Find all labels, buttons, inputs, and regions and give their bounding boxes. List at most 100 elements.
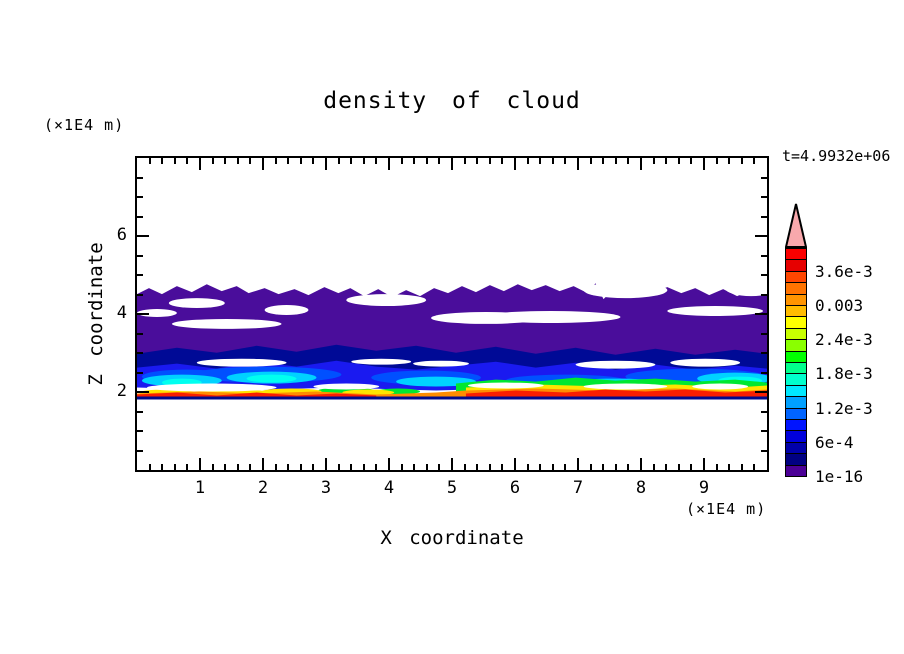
- x-tick-top: [514, 158, 516, 170]
- x-tick-bottom: [514, 458, 516, 470]
- x-tick-bottom: [740, 464, 743, 470]
- y-tick-left: [137, 352, 143, 354]
- x-tick-bottom: [728, 464, 731, 470]
- x-tick-bottom: [413, 464, 416, 470]
- x-tick-top: [652, 158, 655, 164]
- y-tick-right: [761, 430, 767, 432]
- y-tick-right: [761, 254, 767, 257]
- y-tick-left: [137, 313, 149, 315]
- x-tick-bottom: [173, 464, 176, 470]
- band-red: [465, 389, 767, 398]
- x-tick-top: [551, 158, 554, 164]
- cloud-free-holes: [467, 382, 544, 389]
- chart-title: density of cloud: [323, 88, 581, 114]
- cloud-free-holes: [692, 383, 749, 390]
- cloud-free-holes: [171, 318, 282, 329]
- x-tick-top: [388, 158, 390, 170]
- x-tick-bottom: [274, 464, 277, 470]
- cloud-free-holes: [351, 358, 412, 365]
- cloud-free-holes: [480, 311, 621, 323]
- x-tick-top: [690, 158, 693, 164]
- x-tick-bottom: [224, 464, 227, 470]
- y-tick-left: [137, 332, 143, 335]
- time-annotation: t=4.9932e+06: [782, 147, 891, 165]
- x-tick-bottom: [715, 464, 718, 470]
- x-tick-bottom: [400, 464, 403, 470]
- x-tick-top: [312, 158, 315, 164]
- colorbar-tick-label: 1.2e-3: [815, 398, 873, 418]
- x-tick-bottom: [236, 464, 239, 470]
- x-tick-label: 1: [194, 478, 206, 498]
- y-tick-left: [137, 196, 143, 198]
- x-tick-bottom: [677, 464, 680, 470]
- y-tick-left: [137, 274, 143, 276]
- x-tick-top: [665, 158, 668, 164]
- colorbar: 3.6e-3 0.003 2.4e-3 1.8e-3 1.2e-3 6e-4 1e-16: [785, 202, 904, 492]
- x-tick-bottom: [652, 464, 655, 470]
- x-tick-top: [501, 158, 504, 164]
- x-tick-label: 8: [635, 478, 647, 498]
- x-tick-bottom: [287, 464, 290, 470]
- x-tick-bottom: [451, 458, 453, 470]
- x-tick-label: 3: [320, 478, 332, 498]
- y-tick-right: [755, 235, 767, 237]
- cloud-free-holes: [196, 358, 287, 367]
- x-tick-top: [362, 158, 365, 164]
- x-tick-bottom: [249, 464, 252, 470]
- x-tick-top: [564, 158, 567, 164]
- x-tick-bottom: [665, 464, 668, 470]
- x-tick-bottom: [551, 464, 554, 470]
- x-tick-bottom: [703, 458, 705, 470]
- x-tick-top: [539, 158, 542, 164]
- x-tick-top: [451, 158, 453, 170]
- x-tick-top: [740, 158, 743, 164]
- x-tick-bottom: [262, 458, 264, 470]
- x-tick-top: [526, 158, 529, 164]
- x-tick-top: [577, 158, 579, 170]
- x-tick-top: [287, 158, 290, 164]
- x-tick-bottom: [602, 464, 605, 470]
- colorbar-overflow-arrow-icon: [785, 203, 807, 248]
- x-tick-bottom: [199, 458, 201, 470]
- cloud-free-holes: [313, 383, 380, 390]
- x-tick-label: 4: [383, 478, 395, 498]
- x-tick-bottom: [388, 458, 390, 470]
- x-tick-bottom: [425, 464, 428, 470]
- x-tick-top: [199, 158, 201, 170]
- x-tick-bottom: [539, 464, 542, 470]
- cloud-free-holes: [670, 358, 741, 367]
- cloud-free-holes: [583, 383, 668, 390]
- x-axis-label: X coordinate: [380, 527, 524, 549]
- x-tick-top: [274, 158, 277, 164]
- plot-frame: [135, 156, 769, 472]
- x-tick-top: [299, 158, 302, 164]
- colorbar-tick-label: 0.003: [815, 296, 864, 315]
- x-tick-top: [753, 158, 756, 164]
- cloud-free-holes: [575, 360, 656, 369]
- y-tick-right: [755, 313, 767, 315]
- y-tick-left: [137, 215, 143, 218]
- x-tick-bottom: [337, 464, 340, 470]
- x-tick-top: [211, 158, 214, 164]
- y-tick-right: [761, 410, 767, 413]
- y-tick-right: [761, 274, 767, 276]
- x-tick-bottom: [614, 464, 617, 470]
- x-tick-bottom: [463, 464, 466, 470]
- x-tick-top: [400, 158, 403, 164]
- x-tick-top: [627, 158, 630, 164]
- y-tick-right: [761, 371, 767, 374]
- y-tick-left: [137, 449, 143, 452]
- x-tick-top: [677, 158, 680, 164]
- x-tick-bottom: [564, 464, 567, 470]
- x-tick-bottom: [299, 464, 302, 470]
- y-tick-right: [761, 293, 767, 296]
- x-tick-bottom: [375, 464, 378, 470]
- colorbar-cell: [785, 464, 807, 477]
- colorbar-tick-label: 1.8e-3: [815, 364, 873, 384]
- y-tick-left: [137, 235, 149, 237]
- x-tick-top: [186, 158, 189, 164]
- x-tick-bottom: [690, 464, 693, 470]
- x-tick-bottom: [753, 464, 756, 470]
- x-axis-unit: (×1E4 m): [686, 500, 767, 518]
